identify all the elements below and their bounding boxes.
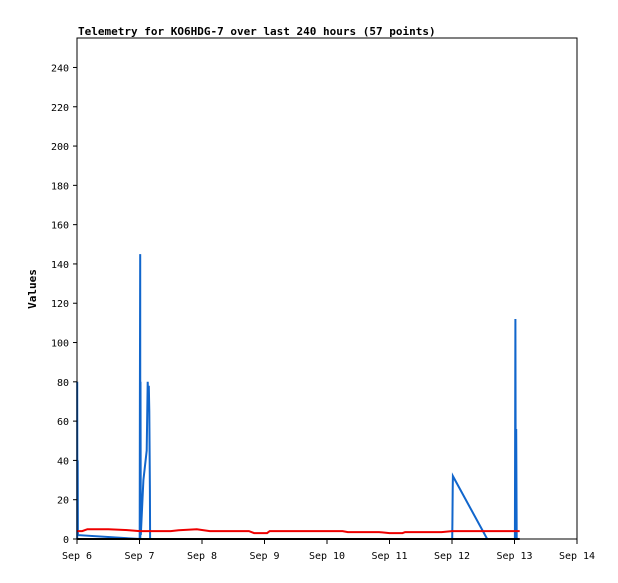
y-tick-label: 200 [51,142,69,153]
x-tick-label: Sep 14 [559,551,595,562]
y-tick-label: 20 [57,496,69,507]
x-tick-label: Sep 12 [434,551,470,562]
chart-title: Telemetry for KO6HDG-7 over last 240 hou… [78,25,436,38]
y-tick-label: 0 [63,535,69,546]
y-axis-ticks: 0 20 40 60 80 100 120 140 160 180 200 220 240 [51,63,77,546]
x-tick-label: Sep 13 [496,551,532,562]
x-tick-label: Sep 10 [309,551,345,562]
x-tick-label: Sep 6 [62,551,92,562]
y-tick-label: 220 [51,103,69,114]
y-tick-label: 80 [57,378,69,389]
y-axis-label: Values [26,269,39,309]
x-tick-label: Sep 9 [249,551,279,562]
y-tick-label: 60 [57,417,69,428]
x-tick-label: Sep 7 [124,551,154,562]
y-tick-label: 160 [51,221,69,232]
x-tick-label: Sep 11 [371,551,407,562]
series-line-2 [77,528,520,535]
x-tick-label: Sep 8 [187,551,217,562]
y-tick-label: 240 [51,63,69,74]
y-tick-label: 100 [51,339,69,350]
y-tick-label: 140 [51,260,69,271]
y-tick-label: 120 [51,299,69,310]
y-tick-label: 180 [51,181,69,192]
x-axis-ticks: Sep 6 Sep 7 Sep 8 Sep 9 Sep 10 Sep 11 Sep 12 Se… [62,539,595,562]
y-tick-label: 40 [57,456,69,467]
